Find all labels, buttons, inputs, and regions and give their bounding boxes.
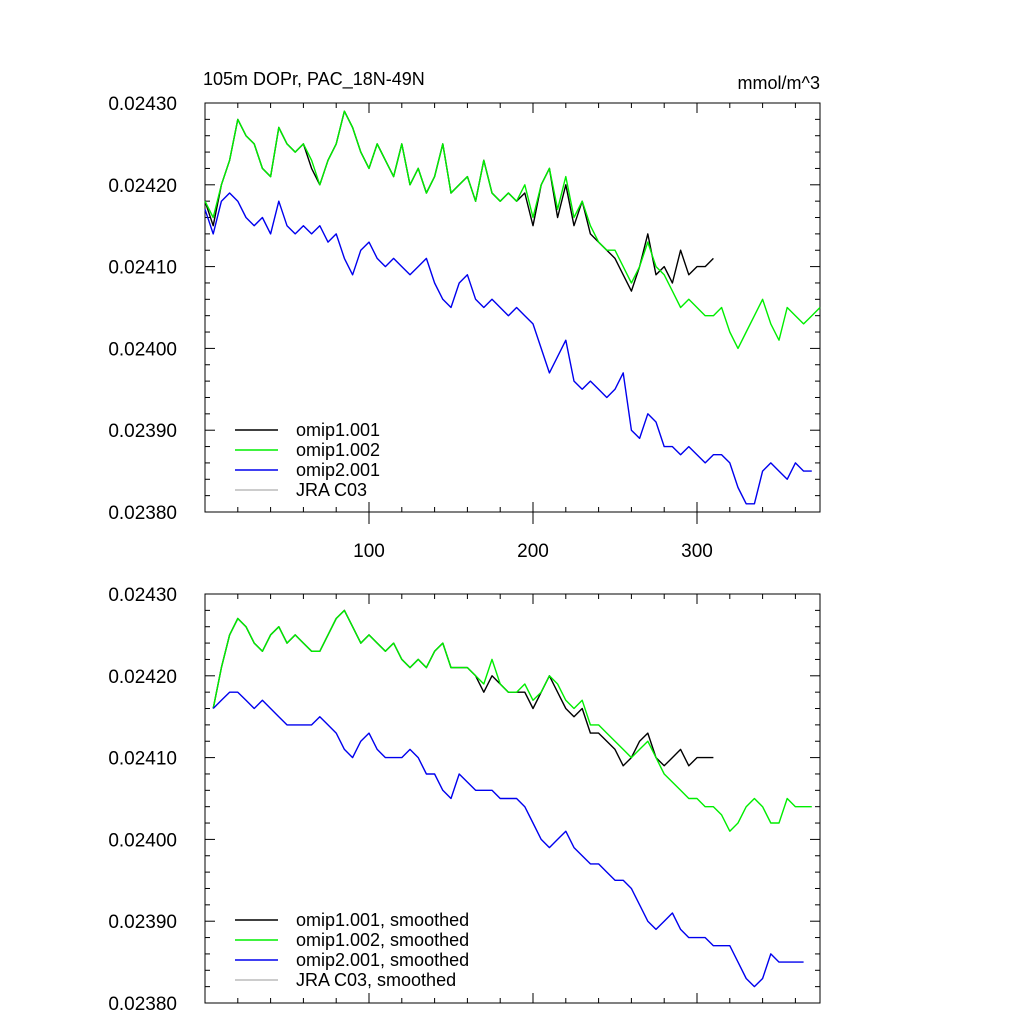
y-tick-label: 0.02410 xyxy=(108,258,177,279)
y-tick-label: 0.02420 xyxy=(108,176,177,197)
y-tick-label: 0.02410 xyxy=(108,749,177,770)
series-line xyxy=(212,609,812,832)
legend-label: JRA C03 xyxy=(296,480,367,500)
chart-title: 105m DOPr, PAC_18N-49N xyxy=(203,69,425,90)
bottom-panel: 0.02380 0.02390 0.02400 0.02410 0.02420 0.024… xyxy=(108,585,821,1015)
legend-label: omip1.001 xyxy=(296,420,380,440)
y-tick-label: 0.02430 xyxy=(108,94,177,115)
y-tick-label: 0.02400 xyxy=(108,830,177,851)
series-line xyxy=(204,110,714,292)
series-line xyxy=(204,110,821,350)
series-line xyxy=(212,609,714,767)
plot-frame xyxy=(204,593,821,1004)
y-tick-label: 0.02420 xyxy=(108,667,177,688)
y-tick-label: 0.02400 xyxy=(108,339,177,360)
y-tick-label: 0.02380 xyxy=(108,503,177,524)
series-line xyxy=(204,192,812,505)
legend-label: omip1.001, smoothed xyxy=(296,910,469,930)
y-tick-label: 0.02380 xyxy=(108,994,177,1015)
x-tick-label: 300 xyxy=(681,541,713,562)
legend-label: JRA C03, smoothed xyxy=(296,970,456,990)
legend-label: omip1.002 xyxy=(296,440,380,460)
legend-label: omip2.001 xyxy=(296,460,380,480)
legend-label: omip2.001, smoothed xyxy=(296,950,469,970)
y-tick-label: 0.02430 xyxy=(108,585,177,606)
units-label: mmol/m^3 xyxy=(738,73,820,93)
x-tick-label: 100 xyxy=(353,541,385,562)
legend-label: omip1.002, smoothed xyxy=(296,930,469,950)
y-tick-label: 0.02390 xyxy=(108,421,177,442)
top-panel: 0.02380 0.02390 0.02400 0.02410 0.02420 0.024… xyxy=(108,94,821,562)
y-tick-label: 0.02390 xyxy=(108,912,177,933)
series-line xyxy=(212,691,804,988)
x-tick-label: 200 xyxy=(517,541,549,562)
